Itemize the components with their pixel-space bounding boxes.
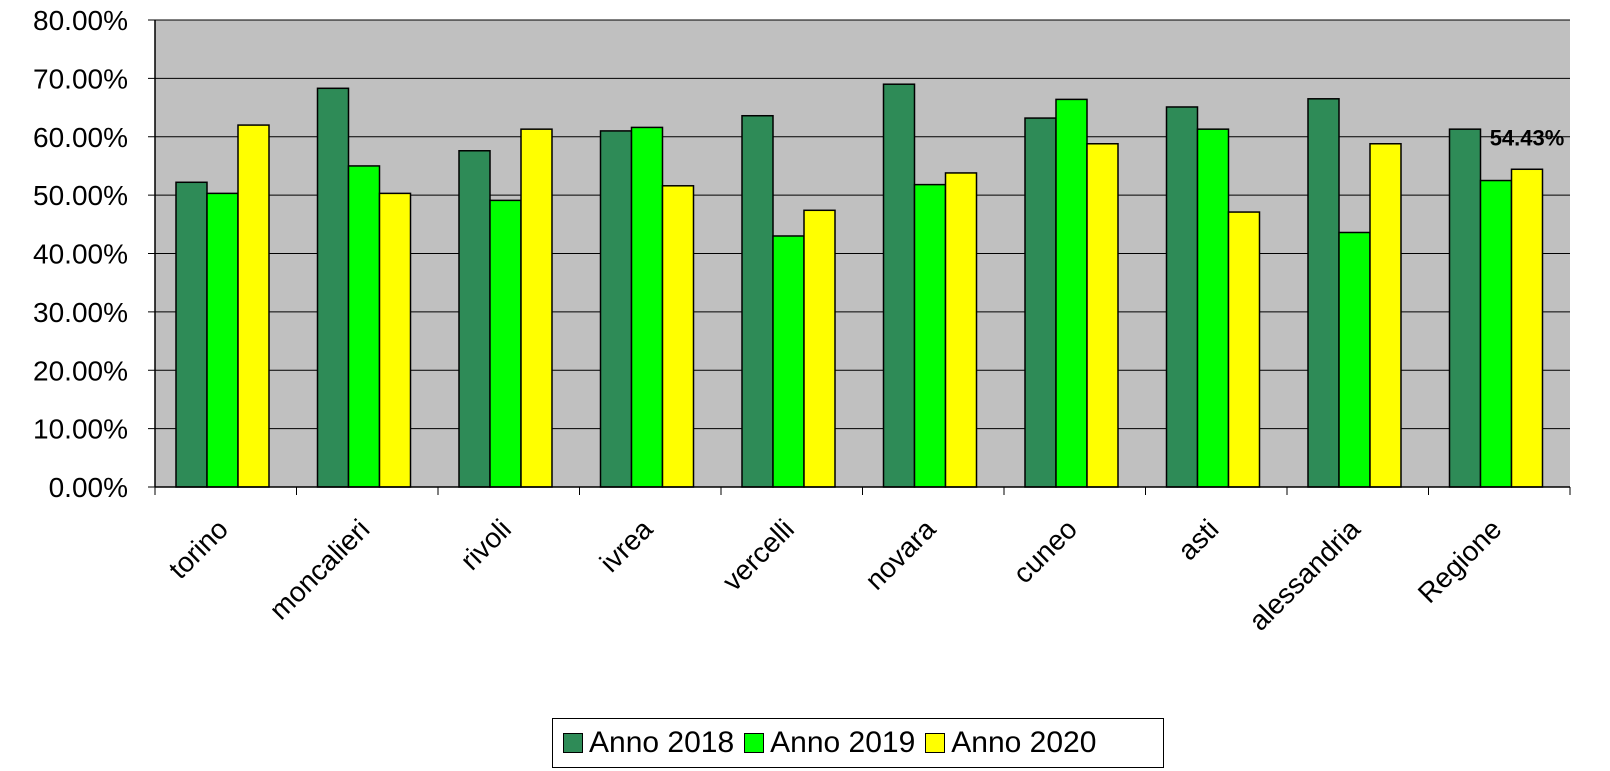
data-labels: 54.43% xyxy=(1490,125,1565,150)
y-axis-ticks: 0.00% 10.00% 20.00% 30.00% 40.00% 50.00% 60.00… xyxy=(33,5,155,503)
x-tick-label: Regione xyxy=(1412,513,1508,609)
bar-vercelli-anno-2019 xyxy=(772,235,805,488)
bar-asti-anno-2018 xyxy=(1165,106,1199,488)
x-tick-label: vercelli xyxy=(716,513,800,597)
y-tick-label: 60.00% xyxy=(33,122,128,153)
y-tick-label: 30.00% xyxy=(33,297,128,328)
x-tick-label: torino xyxy=(163,513,234,584)
bar-alessandria-anno-2019 xyxy=(1338,231,1371,488)
bar-moncalieri-anno-2020 xyxy=(378,192,412,488)
bar-rivoli-anno-2020 xyxy=(520,128,553,488)
bar-alessandria-anno-2018 xyxy=(1307,98,1340,488)
y-tick-label: 50.00% xyxy=(33,180,128,211)
x-tick-label: cuneo xyxy=(1007,513,1083,589)
bar-cuneo-anno-2019 xyxy=(1055,98,1088,488)
bar-torino-anno-2018 xyxy=(175,181,208,488)
bar-rivoli-anno-2018 xyxy=(458,150,491,488)
bar-ivrea-anno-2019 xyxy=(630,126,664,488)
x-tick-label: asti xyxy=(1172,513,1225,566)
y-tick-label: 80.00% xyxy=(33,5,128,36)
bar-moncalieri-anno-2018 xyxy=(316,87,350,488)
x-tick-label: ivrea xyxy=(594,513,659,578)
y-tick-label: 40.00% xyxy=(33,239,128,270)
bar-novara-anno-2019 xyxy=(913,183,947,488)
bar-novara-anno-2020 xyxy=(944,172,978,488)
legend-swatch xyxy=(744,733,765,753)
y-tick-label: 0.00% xyxy=(49,472,128,503)
bar-asti-anno-2020 xyxy=(1227,211,1261,488)
bar-regione-anno-2019 xyxy=(1479,179,1513,488)
legend-swatch xyxy=(925,733,946,753)
legend-item: Anno 2019 xyxy=(744,726,915,760)
bar-rivoli-anno-2019 xyxy=(489,199,522,488)
bar-cuneo-anno-2018 xyxy=(1024,117,1057,488)
bar-vercelli-anno-2018 xyxy=(741,114,774,488)
data-label: 54.43% xyxy=(1490,125,1565,150)
bar-novara-anno-2018 xyxy=(882,83,916,488)
bar-alessandria-anno-2020 xyxy=(1369,143,1402,488)
bar-ivrea-anno-2018 xyxy=(599,130,633,488)
legend-label: Anno 2020 xyxy=(951,726,1097,759)
bar-moncalieri-anno-2019 xyxy=(347,165,381,488)
bar-regione-anno-2020 xyxy=(1510,168,1544,488)
y-tick-label: 70.00% xyxy=(33,63,128,94)
legend-swatch xyxy=(563,733,583,753)
legend-item: Anno 2018 xyxy=(563,726,734,760)
x-tick-label: alessandria xyxy=(1243,513,1366,636)
bar-cuneo-anno-2020 xyxy=(1086,143,1119,488)
x-tick-label: novara xyxy=(859,513,942,596)
legend-label: Anno 2018 xyxy=(589,726,735,759)
legend: Anno 2018 Anno 2019 Anno 2020 xyxy=(552,718,1164,768)
legend-item: Anno 2020 xyxy=(925,726,1096,760)
bar-torino-anno-2019 xyxy=(206,192,239,488)
bar-torino-anno-2020 xyxy=(237,124,270,488)
y-tick-label: 20.00% xyxy=(33,355,128,386)
bar-asti-anno-2019 xyxy=(1196,128,1230,488)
bar-regione-anno-2018 xyxy=(1448,128,1482,488)
x-tick-label: rivoli xyxy=(454,513,517,576)
x-tick-label: moncalieri xyxy=(263,513,375,625)
bar-vercelli-anno-2020 xyxy=(803,209,836,488)
bar-chart: 0.00% 10.00% 20.00% 30.00% 40.00% 50.00% 60.00… xyxy=(33,5,1571,637)
legend-label: Anno 2019 xyxy=(770,726,916,759)
y-tick-label: 10.00% xyxy=(33,414,128,445)
bar-ivrea-anno-2020 xyxy=(661,185,695,488)
